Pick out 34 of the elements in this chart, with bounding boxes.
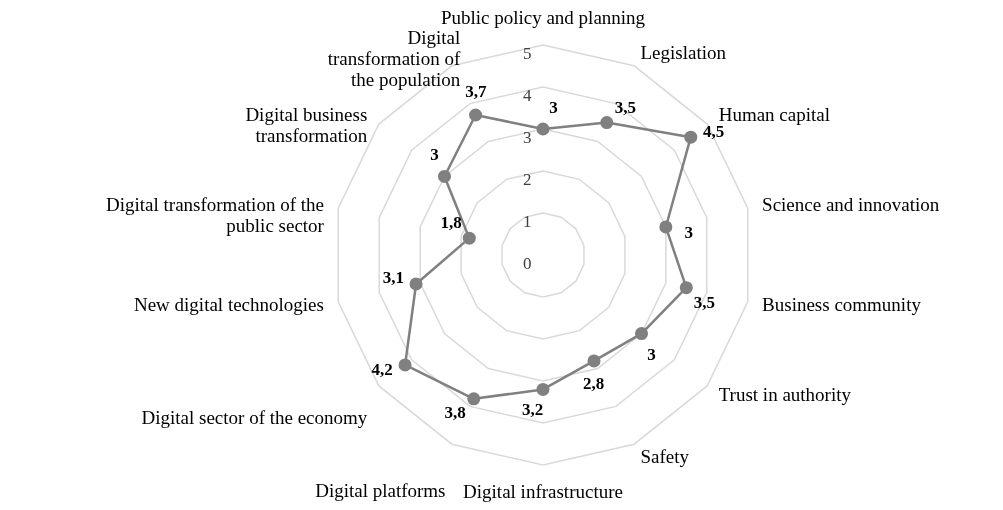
data-label: 4,2 [371, 359, 393, 379]
data-label: 3,8 [444, 403, 466, 423]
spoke-label: Science and innovation [762, 194, 940, 215]
spoke-label: Safety [640, 446, 690, 468]
data-label: 3,5 [693, 292, 716, 312]
data-label: 3,7 [465, 81, 488, 101]
data-label: 3,2 [521, 400, 544, 420]
spoke-label: Digital infrastructure [463, 481, 623, 503]
y-tick-label: 4 [523, 86, 532, 106]
y-tick-label: 2 [523, 170, 532, 190]
y-tick-label: 3 [523, 128, 532, 148]
data-label: 3 [430, 145, 439, 165]
spoke-label: Legislation [640, 41, 727, 63]
spoke-label: Digital transformation of the population [327, 26, 461, 90]
data-label: 3,5 [614, 98, 636, 118]
y-tick-label: 0 [523, 254, 532, 274]
spoke-label: Digital business transformation [245, 103, 368, 146]
y-tick-label: 1 [523, 212, 532, 232]
data-label: 1,8 [440, 213, 462, 233]
spoke-label: New digital technologies [133, 294, 324, 315]
data-label: 3 [647, 344, 656, 364]
spoke-label: Digital sector of the economy [141, 407, 368, 429]
spoke-label: Trust in authority [718, 384, 852, 406]
data-label: 2,8 [583, 374, 605, 394]
data-label: 3 [549, 98, 558, 117]
y-tick-label: 5 [523, 44, 532, 64]
spoke-label: Public policy and planning [440, 6, 646, 28]
spoke-label: Digital transformation of the public sector [106, 194, 325, 236]
data-label: 4,5 [703, 122, 725, 142]
data-label: 3,1 [382, 268, 404, 288]
spoke-label: Business community [762, 294, 922, 315]
spoke-label: Human capital [718, 103, 831, 125]
spoke-label: Digital platforms [315, 480, 446, 502]
data-label: 3 [684, 222, 693, 242]
